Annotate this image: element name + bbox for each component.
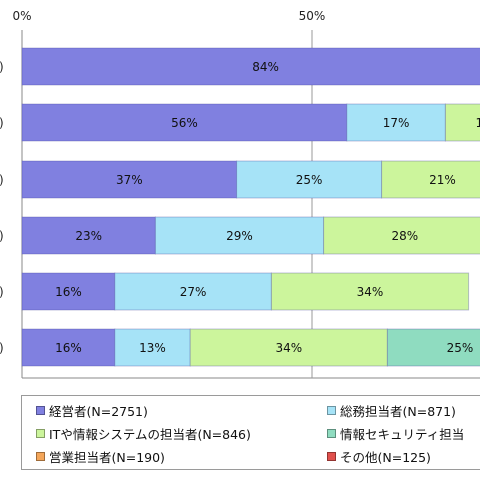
bar-value-label: 25% bbox=[447, 341, 474, 355]
legend-swatch bbox=[36, 429, 45, 438]
legend-label: 営業担当者(N=190) bbox=[49, 450, 165, 465]
bar-segment bbox=[21, 328, 116, 367]
legend-swatch bbox=[327, 429, 336, 438]
bar-value-label: 13 bbox=[475, 116, 480, 130]
bar-segment bbox=[381, 160, 480, 199]
bar-value-label: 56% bbox=[171, 116, 198, 130]
legend-swatch bbox=[36, 406, 45, 415]
bar-value-label: 23% bbox=[75, 229, 102, 243]
bar-value-label: 25% bbox=[296, 173, 323, 187]
legend-swatch bbox=[327, 406, 336, 415]
row-label: ) bbox=[0, 285, 4, 299]
bar-value-label: 16% bbox=[55, 285, 82, 299]
stacked-bar-chart: 0% 50% 84%) 56% 17% 13) 37% 25% 21%) 23% 29% 28%) 16… bbox=[0, 9, 480, 379]
bar-segment bbox=[21, 160, 238, 199]
bar-value-label: 34% bbox=[275, 341, 302, 355]
legend-label: その他(N=125) bbox=[340, 450, 431, 465]
legend-label: 経営者(N=2751) bbox=[49, 404, 148, 419]
bar-value-label: 13% bbox=[139, 341, 166, 355]
bar-segment bbox=[154, 216, 325, 255]
legend-label: 総務担当者(N=871) bbox=[340, 404, 456, 419]
row-label: ) bbox=[0, 116, 4, 130]
bar-value-label: 16% bbox=[55, 341, 82, 355]
bar-value-label: 21% bbox=[429, 173, 456, 187]
legend-item: 経営者(N=2751) bbox=[36, 401, 148, 420]
legend-swatch bbox=[327, 452, 336, 461]
bar-value-label: 34% bbox=[357, 285, 384, 299]
bar-segment bbox=[323, 216, 480, 255]
bar-segment bbox=[189, 328, 388, 367]
legend-item: ITや情報システムの担当者(N=846) bbox=[36, 424, 251, 443]
row-label: ) bbox=[0, 341, 4, 355]
legend-item: 情報セキュリティ担当 bbox=[327, 424, 464, 443]
bar-segment bbox=[21, 103, 348, 142]
bar-segment bbox=[386, 328, 480, 367]
x-tick-label: 0% bbox=[12, 9, 31, 23]
bar-segment bbox=[114, 328, 191, 367]
legend-item: 営業担当者(N=190) bbox=[36, 447, 165, 466]
bar-value-label: 29% bbox=[226, 229, 253, 243]
bar-segment bbox=[114, 272, 272, 311]
bar-value-label: 37% bbox=[116, 173, 143, 187]
bar-value-label: 17% bbox=[383, 116, 410, 130]
bar-segment bbox=[346, 103, 446, 142]
bar-segment bbox=[21, 47, 480, 86]
legend-swatch bbox=[36, 452, 45, 461]
bar-segment bbox=[444, 103, 480, 142]
x-tick-label: 50% bbox=[299, 9, 326, 23]
legend-label: ITや情報システムの担当者(N=846) bbox=[49, 427, 251, 442]
bar-segment bbox=[21, 272, 116, 311]
bar-value-label: 84% bbox=[252, 60, 279, 74]
legend-label: 情報セキュリティ担当 bbox=[340, 427, 465, 442]
legend: 経営者(N=2751) 総務担当者(N=871) ITや情報システムの担当者(N=8… bbox=[21, 395, 480, 470]
legend-item: その他(N=125) bbox=[327, 447, 431, 466]
row-label: ) bbox=[0, 229, 4, 243]
bar-segment bbox=[270, 272, 470, 311]
bar-segment bbox=[21, 216, 156, 255]
bar-value-label: 28% bbox=[391, 229, 418, 243]
row-label: ) bbox=[0, 173, 4, 187]
row-label: ) bbox=[0, 60, 4, 74]
legend-item: 総務担当者(N=871) bbox=[327, 401, 456, 420]
bar-value-label: 27% bbox=[180, 285, 207, 299]
